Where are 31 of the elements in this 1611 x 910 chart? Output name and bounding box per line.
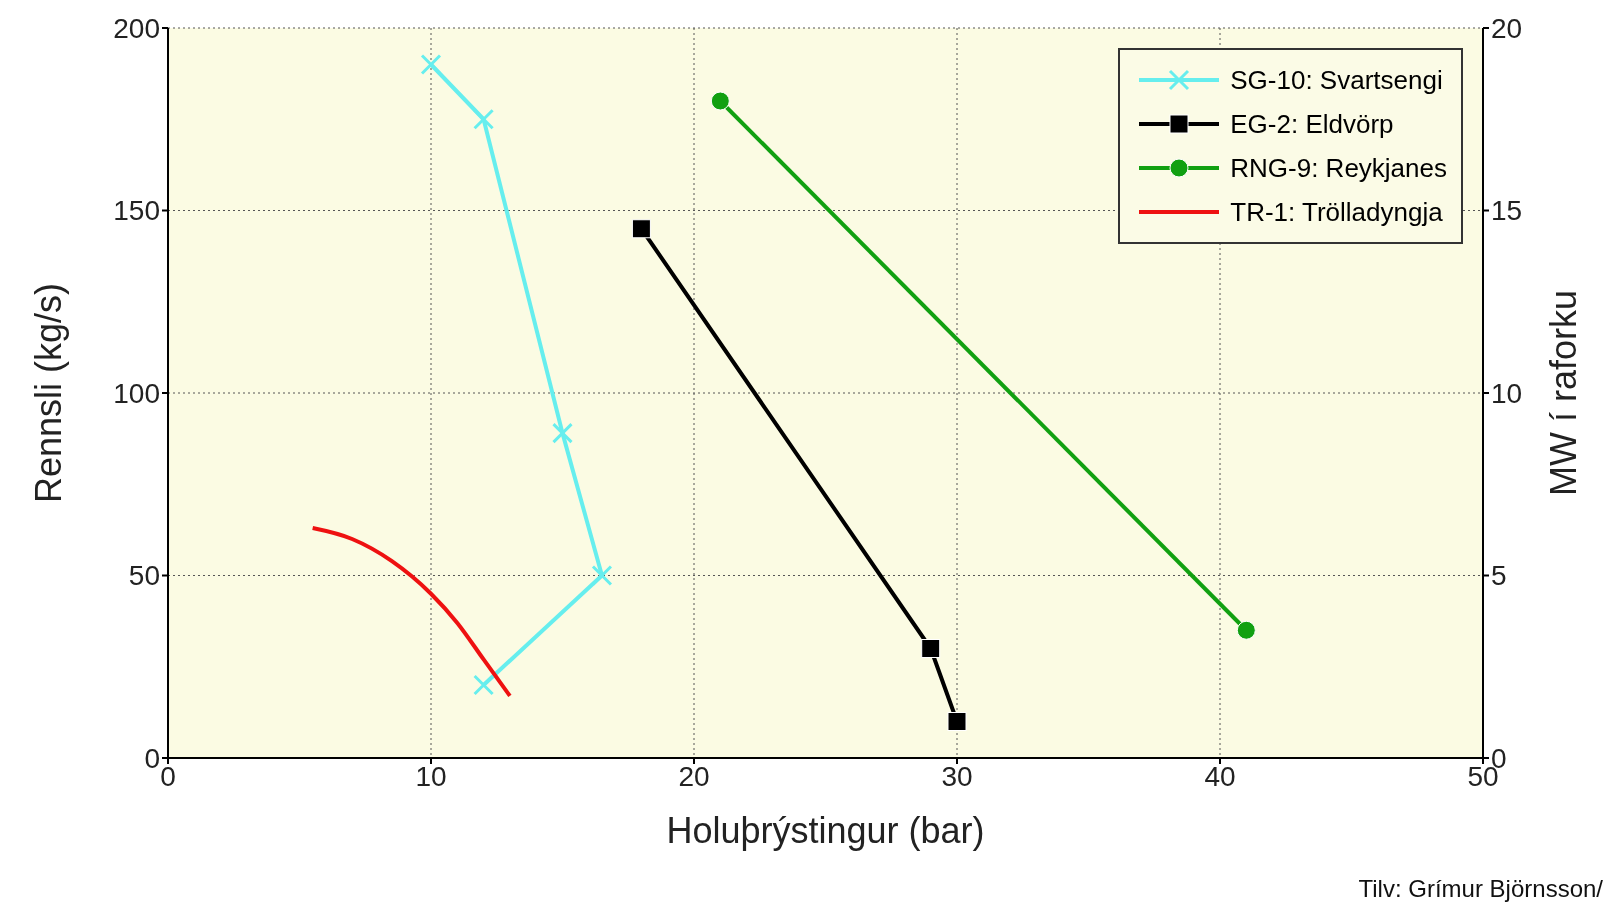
y2-tick-label: 20 [1491,12,1523,44]
x-tick-label: 20 [678,760,710,792]
y-tick-label: 200 [113,12,160,44]
x-tick-label: 40 [1204,760,1236,792]
y-tick-label: 100 [113,377,160,409]
y-axis-title: Rennsli (kg/s) [27,282,69,504]
legend-label: SG-10: Svartsengi [1230,64,1443,96]
y2-tick-label: 10 [1491,377,1523,409]
legend-label: EG-2: Eldvörp [1230,108,1394,140]
text: Tilv: Grímur Björnsson/ [1358,875,1603,903]
x-tick-label: 10 [415,760,447,792]
point [947,712,967,731]
point [473,674,495,696]
point [473,108,495,130]
point [552,422,573,444]
y2-tick-label: 5 [1491,560,1507,592]
point [1236,620,1256,640]
point [591,565,613,586]
y-tick-label: 150 [113,195,160,227]
x-tick-label: 30 [941,760,973,792]
point [420,54,442,75]
y2-tick-label: 15 [1491,195,1523,227]
y2-axis-title: MW í raforku [1542,289,1584,497]
y-tick-label: 50 [128,560,160,592]
point [710,91,730,111]
legend-label: RNG-9: Reykjanes [1230,152,1447,184]
line-series [310,526,512,698]
x-axis-title: Holuþrýstingur (bar) [666,810,985,851]
legend-label: TR-1: Trölladyngja [1230,196,1443,228]
point [631,219,651,239]
point [921,639,941,658]
